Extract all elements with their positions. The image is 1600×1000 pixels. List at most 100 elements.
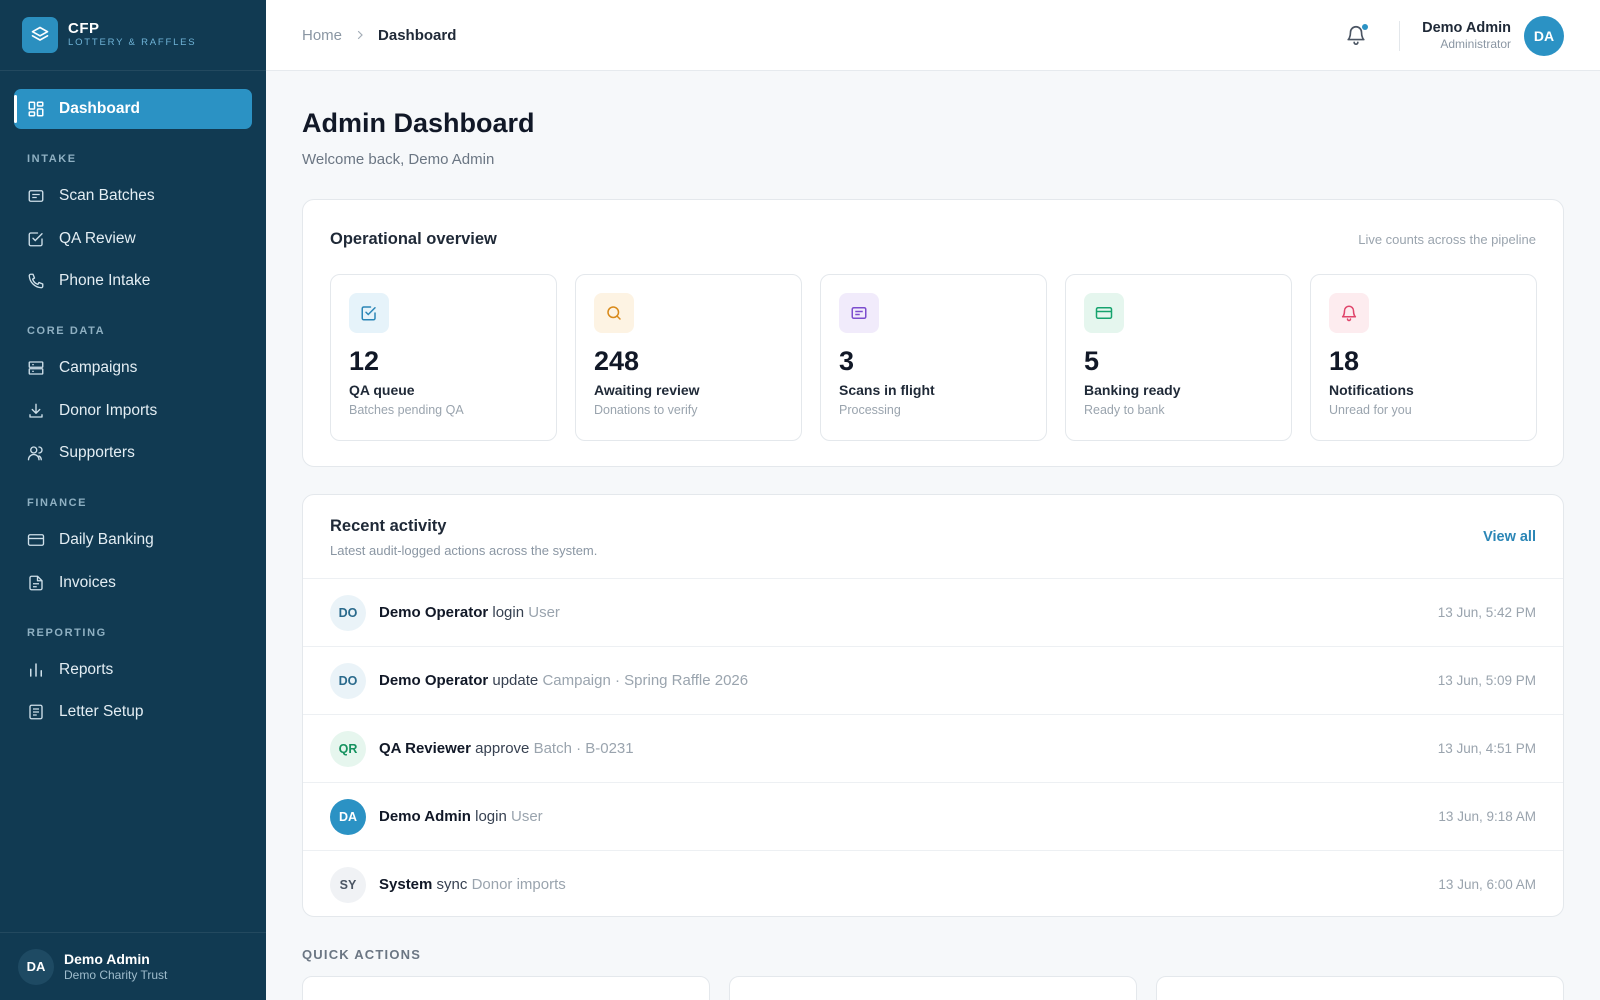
activity-time: 13 Jun, 4:51 PM [1437, 741, 1536, 756]
sidebar-user-org: Demo Charity Trust [64, 967, 168, 982]
top-header: Home Dashboard Demo Admin Administrator … [266, 0, 1600, 71]
notifications-button[interactable] [1345, 23, 1369, 50]
search-icon [594, 293, 634, 333]
activity-actor: Demo Operator [379, 604, 489, 621]
activity-row[interactable]: SY System sync Donor imports 13 Jun, 6:0… [303, 850, 1563, 916]
activity-action: approve [475, 740, 530, 757]
sidebar-section-title: FINANCE [27, 497, 88, 509]
stat-card-awaiting-review[interactable]: 248 Awaiting review Donations to verify [575, 274, 802, 441]
page-title: Admin Dashboard [302, 108, 535, 138]
notification-dot [1362, 23, 1369, 30]
operational-overview-card: Operational overview Live counts across … [302, 199, 1564, 467]
sidebar-item-label: Phone Intake [59, 272, 151, 289]
document-icon [27, 574, 45, 592]
avatar[interactable]: DA [1524, 15, 1564, 56]
stat-card-qa-queue[interactable]: 12 QA queue Batches pending QA [330, 274, 557, 441]
quick-action-card[interactable] [1156, 976, 1564, 1000]
activity-actor: QA Reviewer [379, 740, 471, 757]
stat-card-banking-ready[interactable]: 5 Banking ready Ready to bank [1065, 274, 1292, 441]
avatar: DO [330, 662, 366, 699]
sidebar-item-dashboard[interactable]: Dashboard [14, 89, 252, 129]
activity-title: Recent activity [330, 517, 447, 535]
sidebar-nav: Dashboard INTAKE Scan Batches QA Review … [0, 71, 266, 732]
avatar: QR [330, 730, 366, 767]
sidebar-section-title: REPORTING [27, 626, 107, 639]
sidebar-item-supporters[interactable]: Supporters [14, 433, 252, 473]
stat-subtext: Donations to verify [594, 403, 698, 417]
stat-card-notifications[interactable]: 18 Notifications Unread for you [1310, 274, 1537, 441]
checkbox-icon [27, 230, 45, 248]
activity-row[interactable]: DO Demo Operator update Campaign · Sprin… [303, 646, 1563, 714]
quick-actions-title: QUICK ACTIONS [302, 947, 422, 962]
sidebar-user[interactable]: DA Demo Admin Demo Charity Trust [0, 932, 266, 1000]
stat-label: QA queue [349, 382, 415, 398]
activity-actor: System [379, 876, 433, 893]
stat-label: Banking ready [1084, 382, 1181, 398]
brand[interactable]: CFP LOTTERY & RAFFLES [0, 0, 266, 71]
stat-subtext: Processing [839, 403, 901, 417]
campaigns-icon [27, 359, 45, 377]
stat-subtext: Batches pending QA [349, 403, 464, 417]
stat-card-scans-in-flight[interactable]: 3 Scans in flight Processing [820, 274, 1047, 441]
letter-icon [27, 703, 45, 721]
header-user-info[interactable]: Demo Admin Administrator [1422, 19, 1511, 52]
card-icon [1084, 293, 1124, 333]
breadcrumb: Home Dashboard [302, 27, 456, 44]
sidebar-item-letter-setup[interactable]: Letter Setup [14, 692, 252, 732]
avatar: DA [330, 798, 366, 835]
stat-value: 3 [839, 346, 855, 376]
stat-label: Scans in flight [839, 382, 935, 398]
bell-icon [1345, 25, 1367, 50]
sidebar-user-name: Demo Admin [64, 950, 150, 967]
activity-row[interactable]: QR QA Reviewer approve Batch · B-0231 13… [303, 714, 1563, 782]
scan-icon [839, 293, 879, 333]
stat-value: 5 [1084, 346, 1100, 376]
sidebar-item-reports[interactable]: Reports [14, 650, 252, 690]
brand-name: CFP [68, 20, 100, 37]
sidebar-section-title: CORE DATA [27, 325, 106, 337]
sidebar-item-qa-review[interactable]: QA Review [14, 219, 252, 259]
breadcrumb-current: Dashboard [378, 26, 457, 44]
sidebar-item-label: Invoices [59, 573, 116, 591]
view-all-link[interactable]: View all [1483, 529, 1536, 545]
sidebar-item-campaigns[interactable]: Campaigns [14, 348, 252, 388]
activity-time: 13 Jun, 6:00 AM [1438, 877, 1536, 892]
stat-label: Awaiting review [594, 382, 700, 398]
sidebar-item-label: Scan Batches [59, 187, 155, 204]
sidebar-item-invoices[interactable]: Invoices [14, 563, 252, 603]
dashboard-grid-icon [27, 100, 45, 118]
sidebar-item-scan-batches[interactable]: Scan Batches [14, 176, 252, 216]
sidebar-item-label: Supporters [59, 444, 135, 461]
activity-target: Batch · B-0231 [533, 740, 634, 757]
header-user-role: Administrator [1440, 37, 1511, 51]
activity-time: 13 Jun, 5:09 PM [1437, 673, 1536, 688]
activity-target: Campaign · Spring Raffle 2026 [542, 672, 749, 689]
breadcrumb-home-link[interactable]: Home [302, 26, 343, 44]
activity-target: User [511, 808, 543, 825]
sidebar-item-label: Reports [59, 660, 114, 678]
sidebar-item-phone-intake[interactable]: Phone Intake [14, 261, 252, 301]
checkbox-icon [349, 293, 389, 333]
bar-chart-icon [27, 661, 45, 679]
activity-action: sync [436, 876, 468, 893]
sidebar-item-label: Letter Setup [59, 703, 144, 720]
sidebar-item-label: Dashboard [59, 100, 140, 117]
overview-title: Operational overview [330, 230, 497, 248]
activity-list: DO Demo Operator login User 13 Jun, 5:42… [303, 578, 1563, 916]
sidebar-item-daily-banking[interactable]: Daily Banking [14, 520, 252, 560]
sidebar-item-label: Daily Banking [59, 531, 154, 548]
quick-action-card[interactable] [302, 976, 710, 1000]
activity-actor: Demo Admin [379, 808, 471, 825]
activity-action: login [475, 808, 507, 825]
activity-row[interactable]: DO Demo Operator login User 13 Jun, 5:42… [303, 578, 1563, 646]
activity-row[interactable]: DA Demo Admin login User 13 Jun, 9:18 AM [303, 782, 1563, 850]
quick-action-card[interactable] [729, 976, 1137, 1000]
stat-value: 248 [594, 346, 640, 376]
sidebar-item-label: Campaigns [59, 359, 138, 376]
stat-label: Notifications [1329, 382, 1414, 398]
download-icon [27, 402, 45, 420]
activity-target: User [528, 604, 560, 621]
activity-time: 13 Jun, 9:18 AM [1438, 809, 1536, 824]
sidebar-item-donor-imports[interactable]: Donor Imports [14, 391, 252, 431]
stat-value: 18 [1329, 346, 1360, 376]
